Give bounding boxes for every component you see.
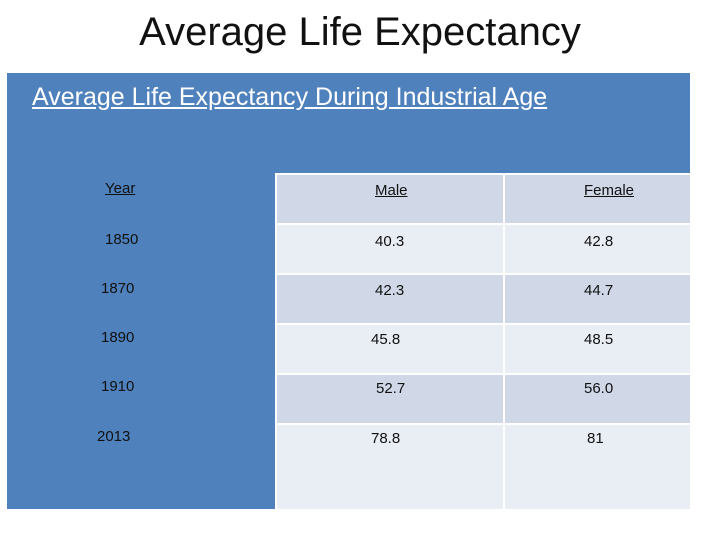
year-value: 2013 [97, 428, 131, 445]
year-value: 1870 [101, 280, 135, 297]
table-grid: Year Male Female 1850 40.3 42.8 1870 42.… [7, 173, 690, 509]
male-value: 78.8 [371, 430, 401, 447]
male-cell: 78.8 [275, 423, 503, 509]
male-cell: 45.8 [275, 323, 503, 373]
female-value: 81 [587, 430, 604, 447]
header-male: Male [375, 182, 408, 199]
header-female: Female [584, 182, 635, 199]
table-row: 1890 [7, 323, 275, 373]
female-value: 42.8 [584, 233, 614, 250]
header-female-cell: Female [503, 173, 690, 223]
header-male-cell: Male [275, 173, 503, 223]
female-cell: 48.5 [503, 323, 690, 373]
table-row: 2013 [7, 423, 275, 509]
year-value: 1850 [105, 231, 139, 248]
header-year-cell: Year [7, 173, 275, 223]
female-value: 56.0 [584, 380, 614, 397]
table-row: 1870 [7, 273, 275, 323]
year-value: 1910 [101, 378, 135, 395]
female-cell: 81 [503, 423, 690, 509]
slide-title: Average Life Expectancy [139, 10, 581, 54]
year-value: 1890 [101, 329, 135, 346]
female-cell: 44.7 [503, 273, 690, 323]
male-value: 45.8 [371, 331, 401, 348]
table-row: 1910 [7, 373, 275, 423]
table-row: 1850 [7, 223, 275, 273]
male-value: 52.7 [376, 380, 406, 397]
male-value: 40.3 [375, 233, 405, 250]
male-cell: 52.7 [275, 373, 503, 423]
male-cell: 42.3 [275, 273, 503, 323]
male-cell: 40.3 [275, 223, 503, 273]
female-value: 44.7 [584, 282, 614, 299]
header-year: Year [105, 180, 136, 197]
table-caption: Average Life Expectancy During Industria… [32, 83, 548, 111]
male-value: 42.3 [375, 282, 405, 299]
female-cell: 42.8 [503, 223, 690, 273]
female-cell: 56.0 [503, 373, 690, 423]
life-expectancy-table: Average Life Expectancy During Industria… [7, 73, 690, 509]
female-value: 48.5 [584, 331, 614, 348]
